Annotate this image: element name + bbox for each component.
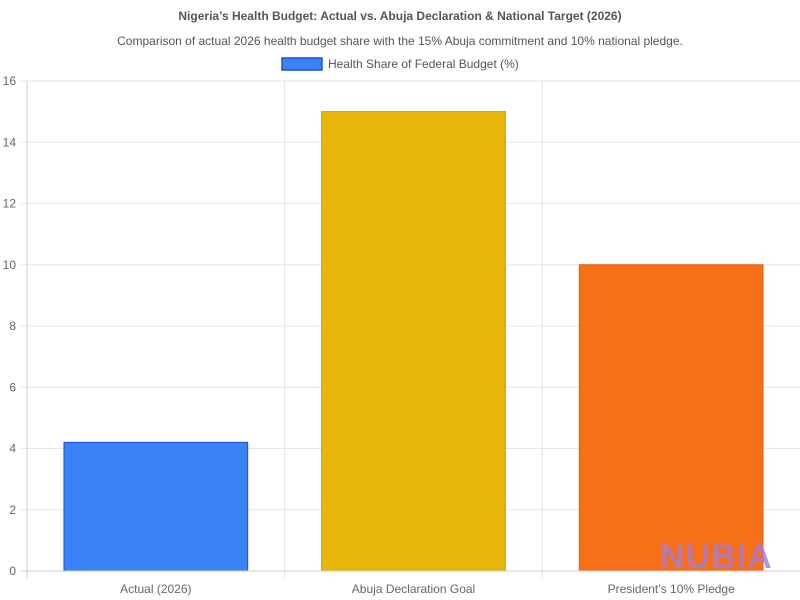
y-tick-label: 14 [3,135,17,149]
bars [63,111,764,572]
y-tick-label: 8 [9,319,16,333]
legend-label[interactable]: Health Share of Federal Budget (%) [328,57,519,71]
x-axis-ticks: Actual (2026) Abuja Declaration Goal Presi… [120,582,735,596]
y-tick-label: 10 [3,258,17,272]
chart-subtitle: Comparison of actual 2026 health budget … [117,34,683,48]
bar-1[interactable] [63,441,249,572]
y-tick-label: 6 [9,380,16,394]
axes [21,81,800,579]
y-tick-label: 4 [9,442,16,456]
y-tick-label: 0 [9,564,16,578]
bar-3[interactable] [578,264,764,572]
bar-2[interactable] [321,111,506,572]
x-tick-label: Abuja Declaration Goal [352,582,475,596]
y-tick-label: 16 [3,74,17,88]
x-tick-label: Actual (2026) [120,582,191,596]
y-tick-label: 12 [3,197,17,211]
x-tick-label: President’s 10% Pledge [608,582,736,596]
y-axis-ticks: 0 2 4 6 8 10 12 14 16 [3,74,17,578]
chart-title: Nigeria’s Health Budget: Actual vs. Abuj… [178,9,621,23]
nubia-watermark: NUBIA [660,538,773,576]
y-tick-label: 2 [9,503,16,517]
legend[interactable]: Health Share of Federal Budget (%) [281,57,519,71]
legend-swatch[interactable] [281,57,323,71]
